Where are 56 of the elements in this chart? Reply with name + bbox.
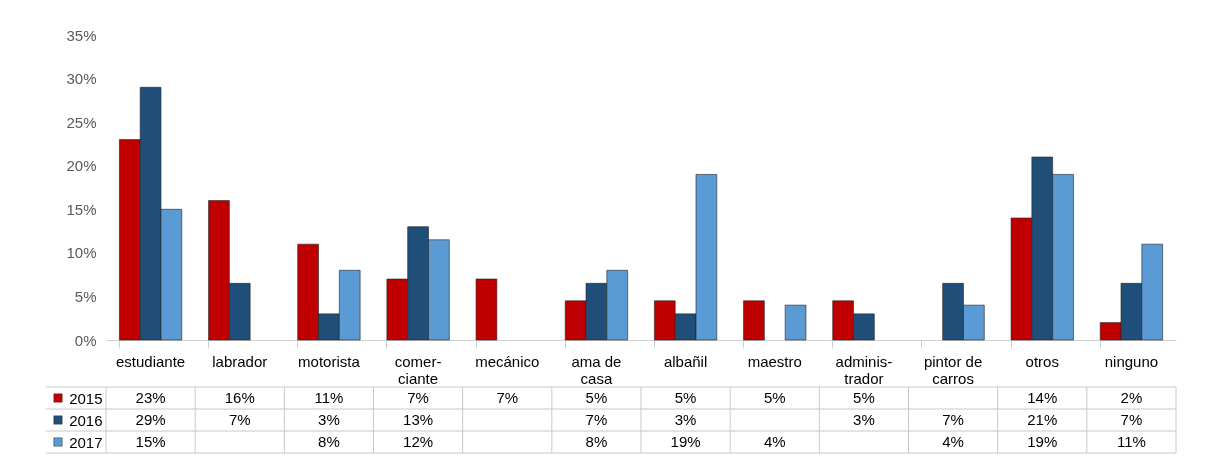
x-tick-label: maestro — [747, 352, 802, 370]
x-tick-label: motorista — [298, 352, 361, 370]
data-label: 23% — [135, 389, 166, 406]
data-label: 15% — [135, 433, 166, 450]
x-tick-label: labrador — [212, 352, 268, 370]
data-label: 13% — [403, 411, 434, 428]
data-label: 29% — [135, 411, 166, 428]
data-label: 14% — [1027, 389, 1058, 406]
bar — [475, 278, 498, 341]
legend-label: 2015 — [69, 389, 103, 407]
data-label: 5% — [763, 389, 786, 406]
data-label: 7% — [585, 411, 608, 428]
x-tick-label: otros — [1025, 352, 1059, 370]
data-label: 3% — [318, 411, 340, 428]
data-label: 11% — [1116, 433, 1146, 450]
y-tick-label: 25% — [66, 113, 97, 131]
y-tick-label: 10% — [66, 244, 97, 262]
x-tick-label: comer- ciante — [394, 352, 442, 387]
x-tick-label: adminis- trador — [835, 352, 893, 387]
y-tick-label: 30% — [66, 70, 97, 88]
y-tick-label: 20% — [66, 157, 97, 175]
data-label: 7% — [496, 389, 519, 406]
data-label: 19% — [670, 433, 701, 450]
y-tick-label: 35% — [66, 26, 97, 44]
x-tick-label: mecánico — [475, 352, 540, 370]
legend-label: 2017 — [69, 433, 103, 451]
x-tick-label: pintor de carros — [923, 352, 983, 387]
data-label: 12% — [403, 433, 434, 450]
data-label: 3% — [674, 411, 697, 428]
data-label: 4% — [763, 433, 786, 450]
legend-label: 2016 — [69, 411, 103, 429]
y-tick-label: 5% — [74, 287, 97, 305]
data-label: 16% — [224, 389, 255, 406]
data-label: 19% — [1027, 433, 1058, 450]
bar — [784, 304, 807, 341]
data-label: 2% — [1120, 389, 1143, 406]
data-label: 5% — [585, 389, 608, 406]
data-label: 21% — [1027, 411, 1058, 428]
data-label: 4% — [942, 433, 964, 450]
x-tick-label: ninguno — [1104, 352, 1159, 370]
data-label: 7% — [1120, 411, 1143, 428]
x-tick-label: estudiante — [115, 352, 186, 370]
data-label: 8% — [318, 433, 340, 450]
data-label: 3% — [853, 411, 875, 428]
data-label: 8% — [585, 433, 608, 450]
data-label: 5% — [853, 389, 875, 406]
data-label: 5% — [674, 389, 697, 406]
data-label: 7% — [228, 411, 251, 428]
x-tick-label: ama de casa — [571, 352, 622, 387]
data-label: 7% — [942, 411, 964, 428]
y-tick-label: 15% — [66, 200, 97, 218]
bar — [743, 300, 765, 341]
data-label: 11% — [314, 389, 344, 406]
x-tick-label: albañil — [663, 352, 708, 370]
y-tick-label: 0% — [74, 331, 97, 349]
data-label: 7% — [407, 389, 429, 406]
